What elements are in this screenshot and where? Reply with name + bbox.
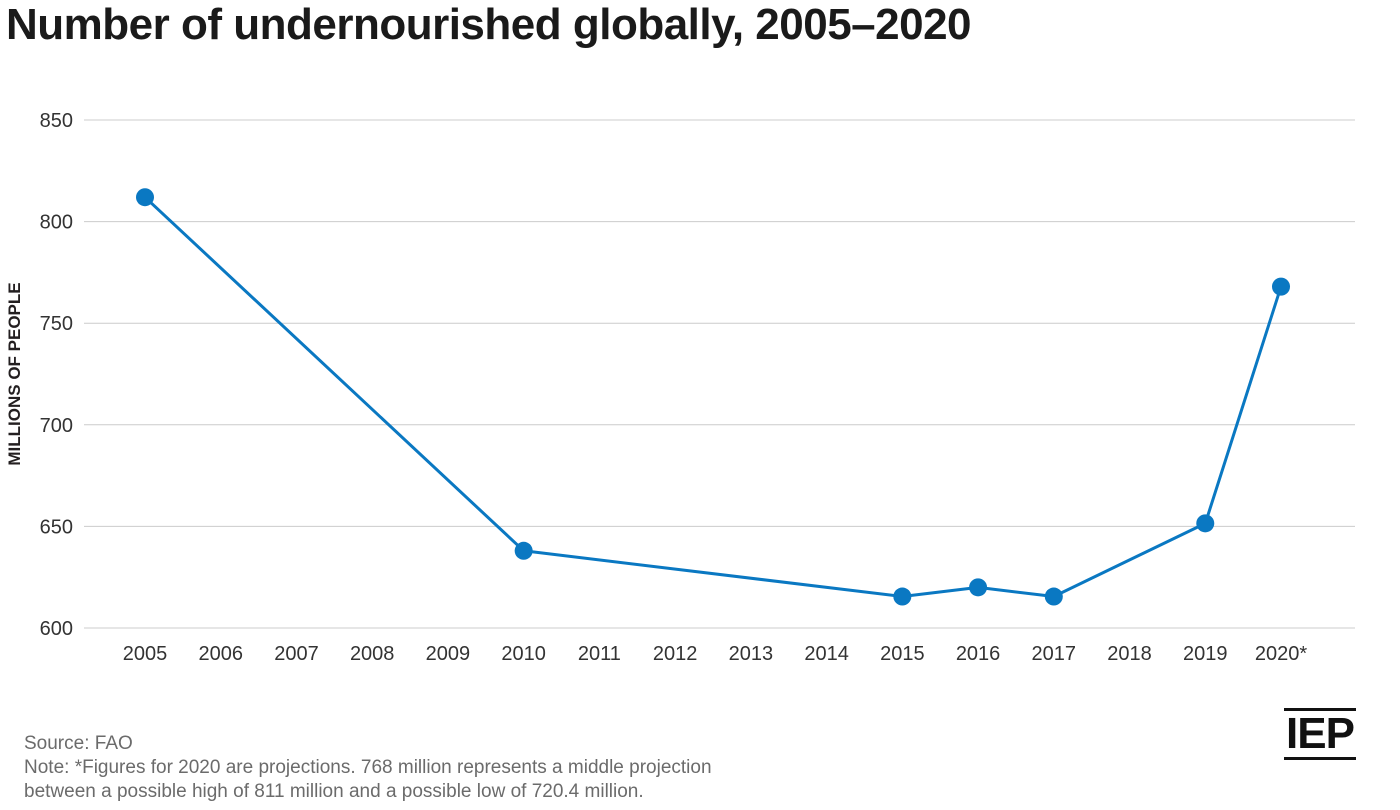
x-tick-label-2020: 2020* <box>1255 643 1307 665</box>
x-tick-label-2009: 2009 <box>426 643 471 665</box>
data-point-2020 <box>1272 277 1290 296</box>
series-layer <box>136 188 1290 606</box>
source-note: Source: FAO <box>24 733 133 754</box>
data-point-2017 <box>1044 587 1063 606</box>
x-tick-label-2005: 2005 <box>123 643 168 665</box>
y-tick-label-800: 800 <box>40 212 73 234</box>
projection-note-line-1: Note: *Figures for 2020 are projections.… <box>24 757 712 778</box>
chart-footer: Source: FAO Note: *Figures for 2020 are … <box>24 732 712 804</box>
x-tick-label-2006: 2006 <box>198 643 243 665</box>
x-tick-label-2011: 2011 <box>578 643 621 665</box>
y-tick-label-600: 600 <box>40 618 73 640</box>
y-axis-ticks: 600 650 700 750 800 850 <box>40 110 73 640</box>
x-axis-ticks: 2005 2006 2007 2008 2009 2010 2011 2012 2013 2014… <box>123 643 1308 665</box>
x-tick-label-2018: 2018 <box>1107 643 1152 665</box>
iep-logo: IEP <box>1284 708 1356 760</box>
x-tick-label-2019: 2019 <box>1183 643 1228 665</box>
x-tick-label-2013: 2013 <box>729 643 774 665</box>
y-tick-label-850: 850 <box>40 110 73 132</box>
x-tick-label-2012: 2012 <box>653 643 698 665</box>
chart-title: Number of undernourished globally, 2005–… <box>6 0 972 49</box>
data-point-2005 <box>136 188 154 207</box>
x-tick-label-2008: 2008 <box>350 643 395 665</box>
data-point-2019 <box>1196 514 1215 533</box>
logo-bottom-rule <box>1284 757 1356 760</box>
y-axis-label: MILLIONS OF PEOPLE <box>5 282 24 465</box>
data-point-2010 <box>514 541 533 560</box>
series-line-0 <box>143 196 1283 598</box>
x-tick-label-2007: 2007 <box>274 643 319 665</box>
y-tick-label-650: 650 <box>40 516 73 538</box>
x-tick-label-2017: 2017 <box>1032 643 1077 665</box>
x-tick-label-2014: 2014 <box>804 643 849 665</box>
y-tick-label-750: 750 <box>40 313 73 335</box>
x-tick-label-2015: 2015 <box>880 643 925 665</box>
x-tick-label-2016: 2016 <box>956 643 1001 665</box>
x-tick-label-2010: 2010 <box>501 643 546 665</box>
data-point-2015 <box>893 587 912 606</box>
data-point-2016 <box>969 578 988 597</box>
projection-note-line-2: between a possible high of 811 million a… <box>24 781 644 802</box>
gridlines <box>84 119 1355 629</box>
y-tick-label-700: 700 <box>40 415 73 437</box>
logo-text: IEP <box>1286 709 1355 758</box>
logo-top-rule <box>1284 708 1356 711</box>
